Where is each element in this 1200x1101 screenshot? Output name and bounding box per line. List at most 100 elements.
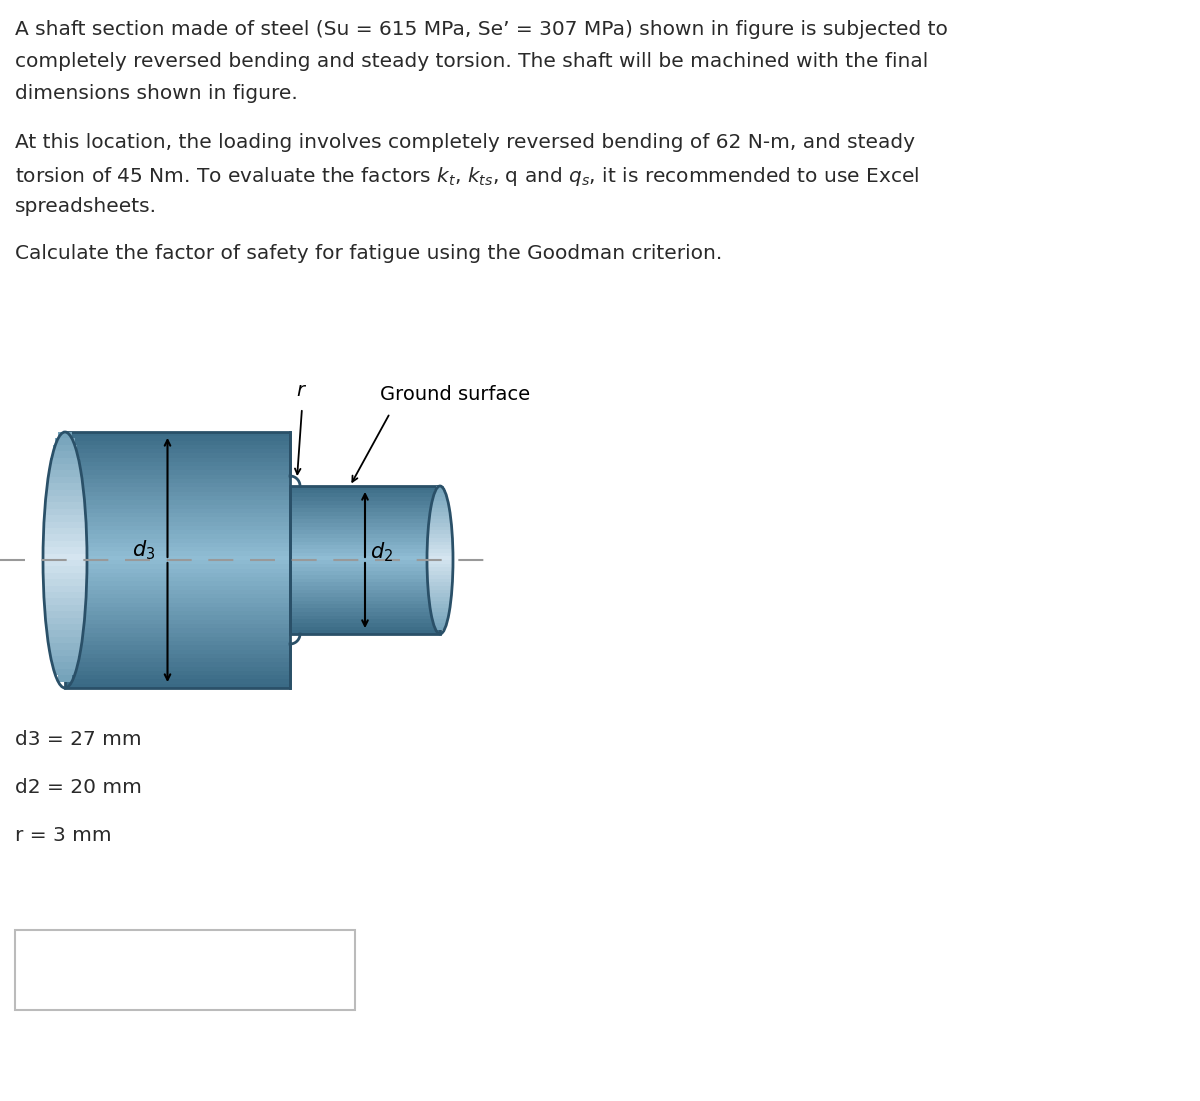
Bar <box>65 522 290 526</box>
Bar <box>290 560 440 564</box>
Bar <box>434 490 445 493</box>
Bar <box>46 490 84 495</box>
Bar <box>65 470 290 475</box>
Bar <box>48 470 82 477</box>
Bar <box>290 582 440 586</box>
Bar <box>290 615 440 619</box>
Bar <box>65 663 290 667</box>
Text: Ground surface: Ground surface <box>380 385 530 404</box>
Bar <box>48 477 83 483</box>
Text: d3 = 27 mm: d3 = 27 mm <box>14 730 142 749</box>
Bar <box>43 554 88 560</box>
Bar <box>427 571 452 575</box>
Bar <box>44 515 86 522</box>
Bar <box>65 449 290 454</box>
Bar <box>290 504 440 509</box>
Bar <box>65 654 290 658</box>
Bar <box>290 593 440 597</box>
Bar <box>65 629 290 633</box>
Bar <box>43 547 86 554</box>
Bar <box>65 624 290 629</box>
Bar <box>427 534 452 537</box>
Bar <box>432 612 449 615</box>
Bar <box>290 515 440 520</box>
Bar <box>65 479 290 483</box>
Bar <box>427 553 452 556</box>
Bar <box>46 611 85 618</box>
Bar <box>290 608 440 612</box>
Bar <box>427 575 452 578</box>
Bar <box>65 509 290 513</box>
Bar <box>49 643 80 650</box>
Bar <box>290 619 440 623</box>
Bar <box>65 432 290 436</box>
Bar <box>47 483 83 490</box>
Text: $d_2$: $d_2$ <box>370 541 394 564</box>
Bar <box>290 537 440 542</box>
Bar <box>44 502 85 509</box>
Bar <box>427 578 452 582</box>
Bar <box>55 668 74 675</box>
Bar <box>436 626 444 630</box>
Bar <box>65 615 290 620</box>
Bar <box>290 567 440 571</box>
Bar <box>48 636 82 643</box>
Bar <box>65 590 290 595</box>
Bar <box>290 612 440 615</box>
Bar <box>290 523 440 526</box>
Bar <box>428 520 451 523</box>
Bar <box>290 526 440 531</box>
Text: torsion of 45 Nm. To evaluate the factors $k_t$, $k_{ts}$, q and $q_s$, it is re: torsion of 45 Nm. To evaluate the factor… <box>14 165 919 188</box>
Bar <box>428 586 452 590</box>
Text: spreadsheets.: spreadsheets. <box>14 197 157 216</box>
Bar <box>427 545 452 549</box>
Bar <box>290 604 440 608</box>
Bar <box>65 636 290 641</box>
Bar <box>65 488 290 492</box>
Bar <box>434 623 445 626</box>
Bar <box>44 604 85 611</box>
Text: r = 3 mm: r = 3 mm <box>14 826 112 844</box>
Bar <box>65 436 290 440</box>
Bar <box>14 930 355 1010</box>
Bar <box>65 675 290 679</box>
Bar <box>431 504 449 509</box>
Bar <box>43 560 86 566</box>
Bar <box>46 495 85 502</box>
Bar <box>428 582 452 586</box>
Bar <box>65 552 290 556</box>
Bar <box>65 432 290 688</box>
Bar <box>48 631 83 636</box>
Bar <box>290 586 440 590</box>
Bar <box>65 633 290 636</box>
Bar <box>290 493 440 497</box>
Bar <box>65 531 290 534</box>
Bar <box>290 531 440 534</box>
Bar <box>290 509 440 512</box>
Bar <box>65 602 290 607</box>
Bar <box>290 626 440 630</box>
Bar <box>65 650 290 654</box>
Bar <box>290 545 440 549</box>
Bar <box>290 553 440 556</box>
Bar <box>65 495 290 500</box>
Bar <box>50 650 79 656</box>
Bar <box>290 497 440 501</box>
Bar <box>290 534 440 537</box>
Bar <box>430 512 450 515</box>
Bar <box>65 538 290 543</box>
Bar <box>290 486 440 490</box>
Bar <box>290 501 440 504</box>
Bar <box>428 523 451 526</box>
Bar <box>43 534 86 541</box>
Bar <box>430 604 450 608</box>
Bar <box>54 663 77 668</box>
Bar <box>44 592 86 599</box>
Bar <box>431 608 449 612</box>
Bar <box>290 549 440 553</box>
Bar <box>65 526 290 531</box>
Bar <box>65 483 290 488</box>
Bar <box>65 611 290 615</box>
Bar <box>65 684 290 688</box>
Bar <box>44 599 85 604</box>
